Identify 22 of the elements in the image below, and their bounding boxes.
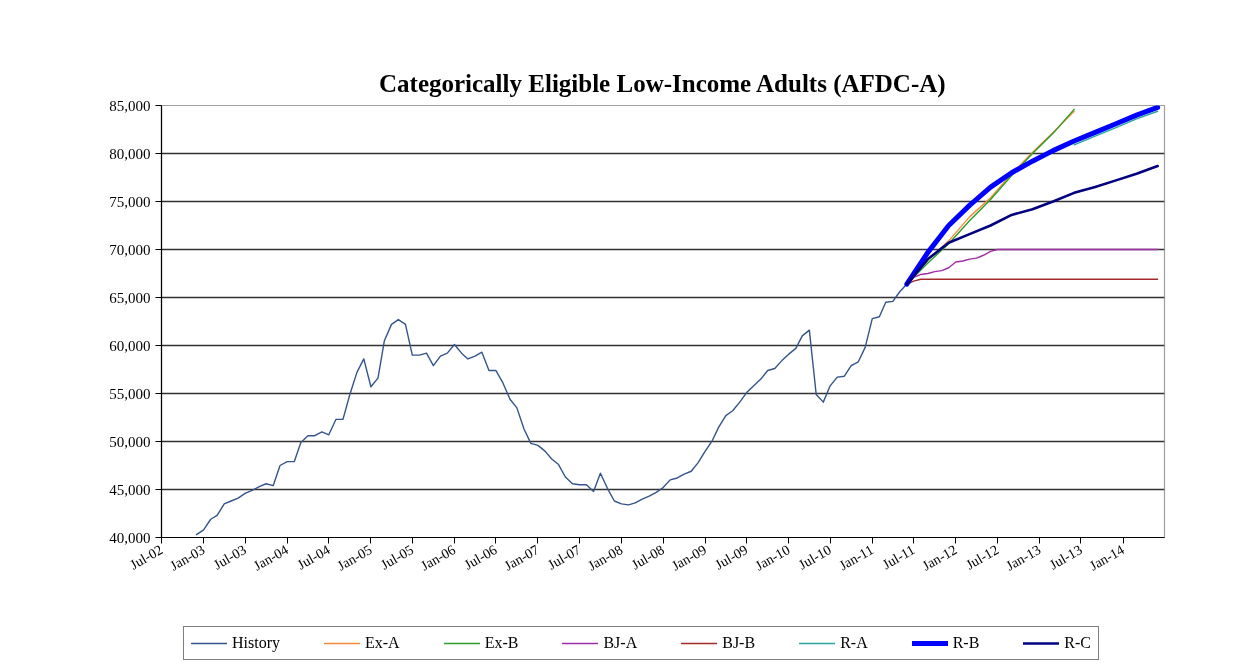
y-tick-label: 50,000 bbox=[109, 433, 151, 450]
legend-label: R-B bbox=[952, 634, 980, 652]
line-series bbox=[195, 283, 908, 536]
y-tick-label: 55,000 bbox=[109, 385, 151, 402]
legend-label: Ex-A bbox=[365, 634, 400, 652]
legend-label: BJ-A bbox=[603, 634, 638, 652]
legend-label: BJ-B bbox=[722, 634, 756, 652]
y-tick-label: 65,000 bbox=[109, 289, 151, 306]
y-tick-label: 45,000 bbox=[109, 481, 151, 498]
y-tick-label: 70,000 bbox=[109, 241, 151, 258]
y-tick-label: 85,000 bbox=[109, 97, 151, 114]
y-tick-label: 80,000 bbox=[109, 145, 151, 162]
legend-label: Ex-B bbox=[484, 634, 519, 652]
y-tick-label: 40,000 bbox=[109, 529, 151, 546]
legend-label: R-C bbox=[1064, 634, 1092, 652]
legend-label: R-A bbox=[840, 634, 868, 652]
y-tick-label: 60,000 bbox=[109, 337, 151, 354]
chart-title: Categorically Eligible Low-Income Adults (AFDC-A) bbox=[379, 69, 946, 98]
y-tick-label: 75,000 bbox=[109, 193, 151, 210]
line-series bbox=[1073, 110, 1159, 146]
line-series bbox=[905, 164, 1159, 286]
legend-label: History bbox=[232, 634, 280, 652]
